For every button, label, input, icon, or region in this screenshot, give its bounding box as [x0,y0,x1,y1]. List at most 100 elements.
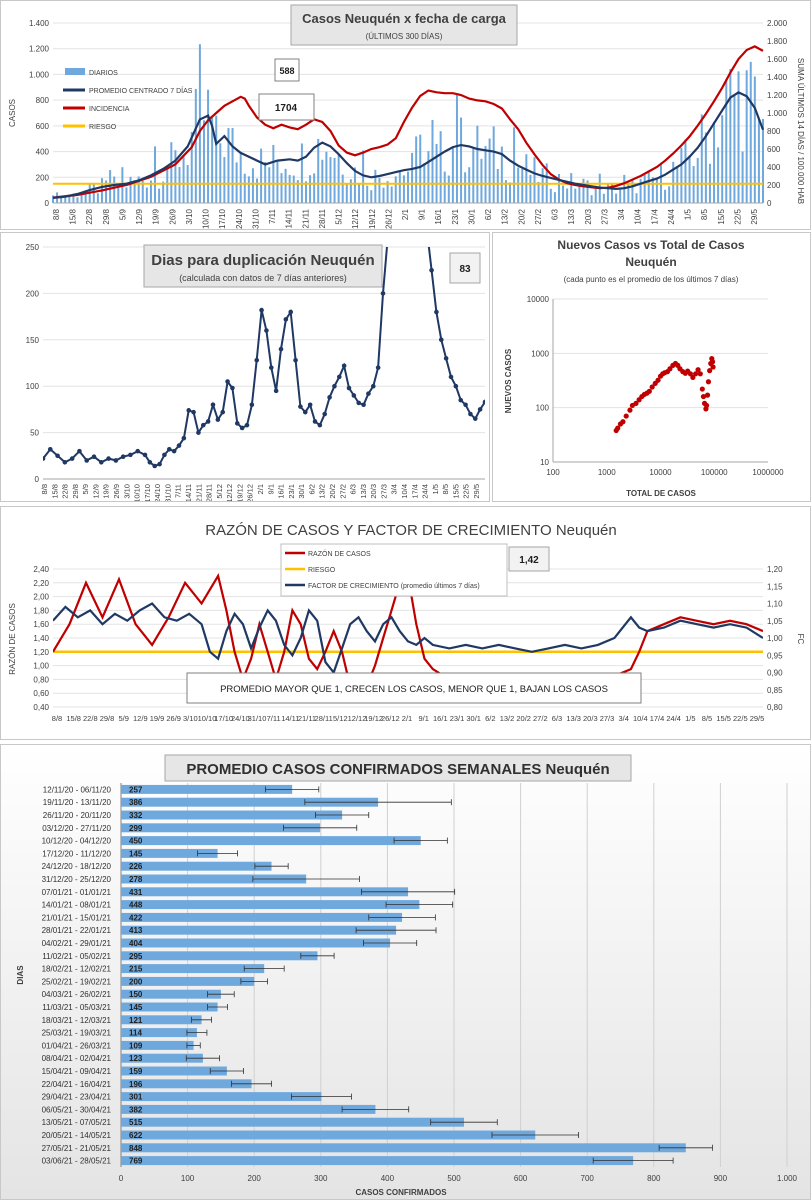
daily-bar [227,128,230,203]
bar [121,1130,536,1140]
y-tick-label: 600 [36,122,50,131]
x-tick-label: 24/10 [153,484,162,502]
chart-subtitle: (ÚLTIMOS 300 DÍAS) [366,32,443,41]
x-tick-label: 8/5 [700,208,709,220]
y2-tick-label: 400 [767,163,781,172]
x-tick-label: 30/1 [466,714,481,723]
daily-bar [52,195,54,203]
doubling-point [380,291,386,296]
x-tick-label: 30/1 [297,484,306,499]
daily-cases-chart-panel: 0 200 400 600 800 1.000 1.200 1.400 0 200 400 600 80… [0,0,811,230]
daily-bar [455,94,458,203]
doubling-point [77,448,82,454]
x-tick-label: 5/12 [335,208,344,224]
daily-bar [382,187,385,203]
daily-bar [651,177,654,203]
y2-tick-label: 0,85 [767,686,783,695]
y-tick-label: 0,60 [33,689,49,698]
daily-bar [553,192,556,203]
daily-bar [113,176,116,203]
y2-tick-label: 0,90 [767,669,783,678]
daily-bar [537,181,540,203]
x-tick-label: 10/4 [634,208,643,224]
growth-factor-chart: 0,40 0,60 0,80 1,00 1,20 1,40 1,60 1,80 2,00 2,20… [8,522,805,723]
category-label: 14/01/21 - 08/01/21 [42,901,112,910]
y-tick-label: 1,80 [33,606,49,615]
daily-bar [717,147,720,203]
daily-bar [586,180,589,203]
scatter-point [667,366,673,372]
doubling-point [47,447,53,452]
daily-bar [447,175,450,203]
daily-bar [362,150,365,203]
daily-bar [117,185,120,203]
y-tick-label: 1,20 [33,648,49,657]
y2-tick-label: 1,10 [767,600,783,609]
daily-bar [484,146,487,203]
daily-bar [700,114,703,203]
bar [121,1028,197,1038]
x-tick-label: 16/1 [277,484,286,499]
doubling-point [120,454,126,460]
daily-bar [435,143,438,203]
daily-bar [439,131,442,203]
x-tick-label: 27/3 [600,208,609,224]
daily-bar [243,173,246,203]
daily-bar [105,180,108,203]
doubling-point [317,422,323,428]
scatter-point [649,384,655,390]
data-label: 622 [129,1131,143,1140]
doubling-point [361,402,366,408]
daily-bar [496,168,499,203]
daily-bar [753,76,756,203]
annotation-box [508,546,550,572]
y2-tick-label: 1.000 [767,109,788,118]
daily-bar [235,162,238,203]
daily-bar [223,157,226,203]
y-axis-title: CASOS [8,99,17,127]
x-tick-label: 22/8 [61,484,70,499]
doubling-point [230,385,235,391]
bar [121,1079,252,1089]
x-tick-label: 12/12 [348,714,367,723]
x-tick-label: 100 [181,1174,195,1183]
daily-bar [133,180,136,203]
daily-bar [141,180,144,203]
x-tick-label: 17/10 [143,484,152,502]
daily-bar [313,173,316,203]
doubling-point [472,416,478,421]
x-tick-label: 17/10 [218,208,227,229]
doubling-point [307,402,313,408]
x-tick-label: 14/11 [285,208,294,228]
x-tick-label: 15/5 [451,484,460,499]
doubling-point [135,448,141,454]
y2-axis-title: FC [796,634,805,645]
category-label: 04/03/21 - 26/02/21 [42,990,112,999]
x-tick-label: 15/8 [69,208,78,224]
promedio-line [52,91,765,199]
x-tick-label: 5/9 [81,484,90,494]
daily-bar [647,170,650,203]
y2-tick-label: 800 [767,127,781,136]
daily-bar [162,181,165,203]
daily-bar [574,188,577,203]
daily-bar [627,182,630,203]
daily-bar [533,157,536,203]
doubling-point [152,463,158,469]
x-tick-label: 22/8 [85,208,94,224]
daily-bar [194,88,197,203]
bar [121,989,221,999]
x-tick-label: 800 [647,1174,661,1183]
bar [121,1066,227,1076]
daily-bar [207,89,210,203]
doubling-point [429,267,434,273]
y-axis-title: DIAS [16,965,25,985]
data-label: 150 [129,990,143,999]
category-label: 03/06/21 - 28/05/21 [42,1157,112,1166]
data-label: 196 [129,1080,143,1089]
doubling-point [298,404,303,409]
daily-bar [643,174,646,203]
bar [121,1015,202,1025]
note-text: PROMEDIO MAYOR QUE 1, CRECEN LOS CASOS, … [220,684,608,695]
chart-title: RAZÓN DE CASOS Y FACTOR DE CRECIMIENTO N… [205,522,617,539]
